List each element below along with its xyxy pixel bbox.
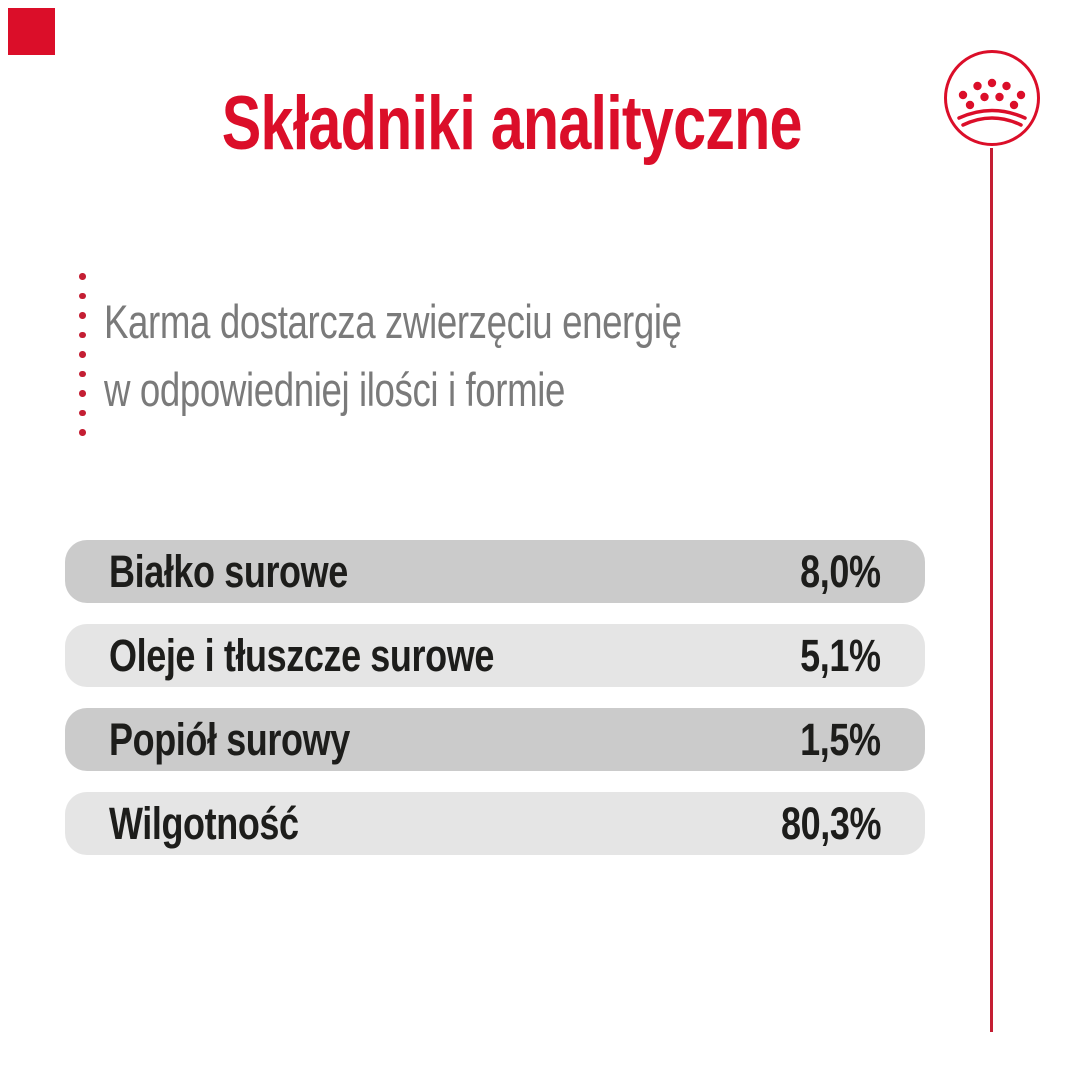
accent-dot: [79, 312, 86, 319]
row-label: Białko surowe: [109, 545, 348, 597]
row-label: Popiół surowy: [109, 713, 350, 765]
row-value: 80,3%: [780, 797, 881, 849]
accent-dot: [79, 292, 86, 299]
accent-dot: [79, 429, 86, 436]
row-value: 5,1%: [800, 629, 882, 681]
analytical-constituents-table: Białko surowe 8,0% Oleje i tłuszcze suro…: [65, 540, 925, 876]
row-value: 1,5%: [800, 713, 882, 765]
accent-dot: [79, 409, 86, 416]
royal-canin-logo: [942, 48, 1042, 148]
intro-line-2: w odpowiedniej ilości i formie: [104, 356, 845, 424]
crown-icon: [944, 50, 1040, 146]
dotted-accent-line: [79, 273, 86, 436]
row-value: 8,0%: [800, 545, 882, 597]
row-label: Wilgotność: [109, 797, 299, 849]
page-title-text: Składniki analityczne: [222, 81, 803, 166]
accent-dot: [79, 331, 86, 338]
accent-dot: [79, 273, 86, 280]
intro-line-1: Karma dostarcza zwierzęciu energię: [104, 288, 845, 356]
accent-dot: [79, 351, 86, 358]
intro-text: Karma dostarcza zwierzęciu energię w odp…: [104, 288, 845, 424]
vertical-accent-line: [990, 148, 993, 1032]
table-row: Białko surowe 8,0%: [65, 540, 925, 603]
intro-line-1-text: Karma dostarcza zwierzęciu energię: [104, 295, 682, 348]
accent-dot: [79, 370, 86, 377]
row-label: Oleje i tłuszcze surowe: [109, 629, 494, 681]
brand-corner-square: [8, 8, 55, 55]
table-row: Oleje i tłuszcze surowe 5,1%: [65, 624, 925, 687]
intro-line-2-text: w odpowiedniej ilości i formie: [104, 363, 566, 416]
table-row: Popiół surowy 1,5%: [65, 708, 925, 771]
table-row: Wilgotność 80,3%: [65, 792, 925, 855]
accent-dot: [79, 390, 86, 397]
page-title: Składniki analityczne: [0, 82, 1024, 166]
